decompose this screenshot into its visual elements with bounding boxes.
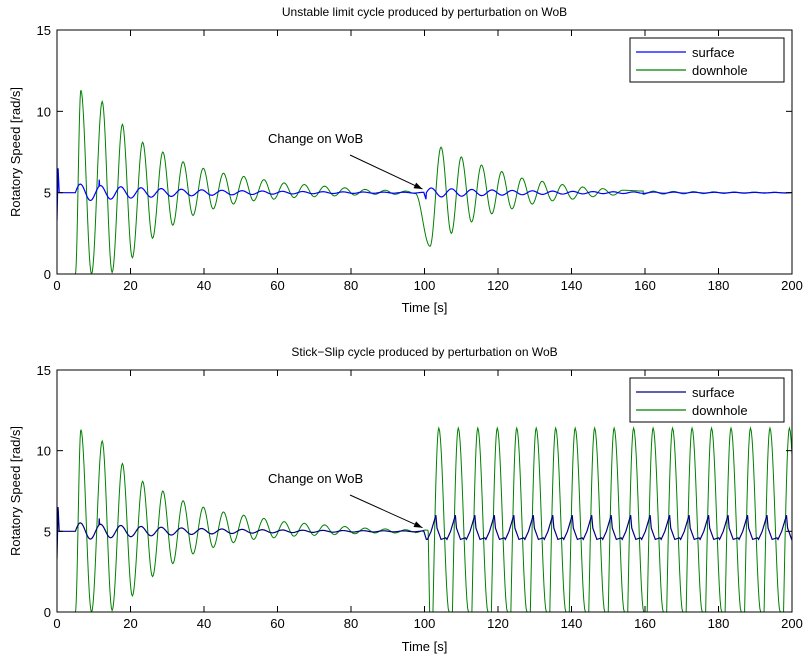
- x-tick-label: 40: [197, 278, 211, 293]
- x-tick-label: 180: [708, 616, 730, 631]
- legend-label-surface: surface: [692, 45, 735, 60]
- series-line-downhole: [74, 426, 792, 612]
- y-tick-label: 0: [44, 267, 51, 282]
- chart-title: Unstable limit cycle produced by perturb…: [282, 5, 567, 19]
- chart-2: Stick−Slip cycle produced by perturbatio…: [8, 345, 803, 654]
- x-tick-label: 0: [53, 278, 60, 293]
- y-tick-label: 15: [37, 363, 51, 378]
- annotation-arrow-line: [349, 494, 423, 529]
- y-tick-label: 0: [44, 605, 51, 620]
- plot-area: [57, 90, 792, 274]
- annotation-arrow-head: [413, 182, 423, 190]
- x-tick-label: 140: [561, 278, 583, 293]
- y-tick-label: 10: [37, 444, 51, 459]
- x-tick-label: 80: [344, 616, 358, 631]
- annotation-arrow-head: [413, 521, 423, 528]
- x-tick-label: 120: [487, 616, 509, 631]
- chart-1: Unstable limit cycle produced by perturb…: [8, 5, 803, 315]
- x-tick-label: 0: [53, 616, 60, 631]
- series-line-downhole: [74, 90, 792, 274]
- x-tick-label: 200: [781, 278, 803, 293]
- legend-label-downhole: downhole: [692, 403, 748, 418]
- y-tick-label: 5: [44, 186, 51, 201]
- x-tick-label: 20: [123, 616, 137, 631]
- x-tick-label: 180: [708, 278, 730, 293]
- series-line-surface: [57, 507, 792, 559]
- x-tick-label: 80: [344, 278, 358, 293]
- y-axis-label: Rotatory Speed [rad/s]: [8, 426, 23, 556]
- y-tick-label: 10: [37, 104, 51, 119]
- chart-title: Stick−Slip cycle produced by perturbatio…: [291, 345, 557, 359]
- legend: surface downhole: [629, 37, 785, 83]
- x-tick-label: 40: [197, 616, 211, 631]
- x-tick-label: 120: [487, 278, 509, 293]
- plot-area: [57, 426, 792, 612]
- y-axis-label: Rotatory Speed [rad/s]: [8, 87, 23, 217]
- x-tick-label: 20: [123, 278, 137, 293]
- x-axis-label: Time [s]: [402, 639, 448, 654]
- annotation-arrow-line: [349, 154, 423, 190]
- x-tick-label: 160: [634, 278, 656, 293]
- legend: surface downhole: [629, 377, 785, 423]
- legend-box: [629, 377, 785, 423]
- x-tick-label: 60: [270, 278, 284, 293]
- y-tick-label: 15: [37, 23, 51, 38]
- y-tick-label: 5: [44, 524, 51, 539]
- x-tick-label: 100: [414, 616, 436, 631]
- x-tick-label: 140: [561, 616, 583, 631]
- x-axis-label: Time [s]: [402, 300, 448, 315]
- x-tick-label: 200: [781, 616, 803, 631]
- legend-label-downhole: downhole: [692, 63, 748, 78]
- annotation-text: Change on WoB: [268, 471, 363, 486]
- annotation-text: Change on WoB: [268, 131, 363, 146]
- legend-box: [629, 37, 785, 83]
- x-tick-label: 100: [414, 278, 436, 293]
- x-tick-label: 60: [270, 616, 284, 631]
- x-tick-label: 160: [634, 616, 656, 631]
- legend-label-surface: surface: [692, 385, 735, 400]
- series-line-surface: [57, 168, 792, 221]
